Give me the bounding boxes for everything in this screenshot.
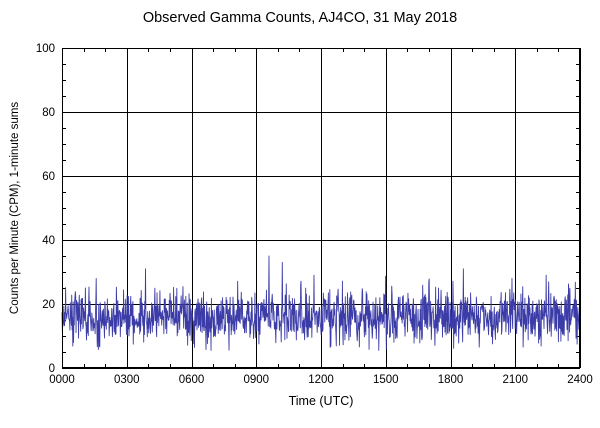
plot-frame bbox=[62, 48, 580, 368]
svg-text:2100: 2100 bbox=[502, 374, 528, 386]
svg-text:100: 100 bbox=[36, 43, 55, 55]
svg-text:0600: 0600 bbox=[179, 374, 205, 386]
svg-text:60: 60 bbox=[42, 171, 55, 183]
x-tick-labels: 0000 0300 0600 0900 1200 1500 1800 2400 2100 bbox=[49, 374, 593, 386]
svg-text:0300: 0300 bbox=[114, 374, 140, 386]
svg-text:1500: 1500 bbox=[373, 374, 399, 386]
svg-text:20: 20 bbox=[42, 299, 55, 311]
y-tick-labels: 0 20 40 60 80 100 bbox=[36, 43, 55, 375]
svg-text:1200: 1200 bbox=[308, 374, 334, 386]
svg-text:0: 0 bbox=[49, 363, 55, 375]
svg-text:2400: 2400 bbox=[567, 374, 593, 386]
x-axis-label: Time (UTC) bbox=[289, 394, 354, 408]
y-axis-label: Counts per Minute (CPM), 1-minute sums bbox=[9, 102, 21, 314]
data-line bbox=[61, 255, 581, 351]
svg-text:0000: 0000 bbox=[49, 374, 75, 386]
chart-title: Observed Gamma Counts, AJ4CO, 31 May 201… bbox=[142, 10, 458, 26]
svg-text:80: 80 bbox=[42, 107, 55, 119]
svg-text:1800: 1800 bbox=[438, 374, 464, 386]
svg-text:40: 40 bbox=[42, 235, 55, 247]
svg-text:0900: 0900 bbox=[243, 374, 269, 386]
